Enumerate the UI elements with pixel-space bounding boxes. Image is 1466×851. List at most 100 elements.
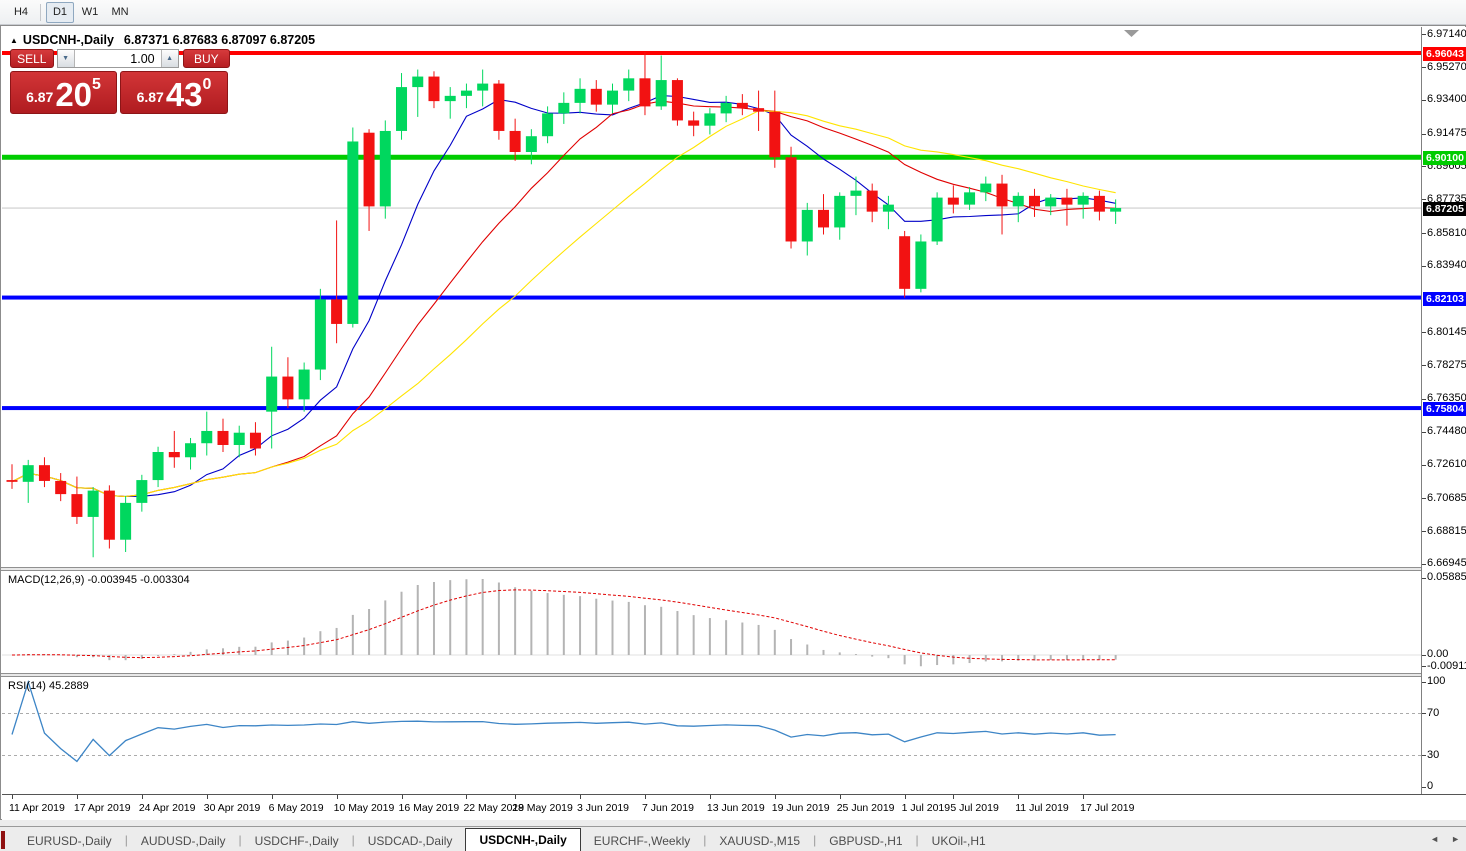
candle[interactable] (331, 299, 343, 324)
candle[interactable] (493, 83, 505, 131)
candle[interactable] (1110, 207, 1122, 212)
candle[interactable] (1093, 195, 1105, 212)
time-axis[interactable]: 11 Apr 2019 17 Apr 2019 24 Apr 2019 30 Apr … (2, 794, 1466, 821)
candle[interactable] (217, 430, 229, 445)
price-chart[interactable] (2, 27, 1421, 567)
candle[interactable] (249, 432, 261, 449)
candle[interactable] (655, 80, 667, 107)
panel-divider[interactable] (1, 673, 1465, 677)
panel-divider[interactable] (1, 567, 1465, 571)
collapse-arrow-icon[interactable]: ▲ (10, 35, 18, 45)
candle[interactable] (379, 130, 391, 207)
candle[interactable] (542, 113, 554, 137)
candle[interactable] (899, 236, 911, 289)
candle[interactable] (314, 299, 326, 370)
rsi-panel[interactable]: RSI(14) 45.2889 (2, 677, 1421, 794)
candle[interactable] (444, 95, 456, 102)
candle[interactable] (525, 136, 537, 153)
buy-button[interactable]: BUY (182, 49, 230, 68)
scroll-left-icon[interactable]: ◄ (1430, 834, 1440, 844)
candle[interactable] (1028, 195, 1040, 207)
candle[interactable] (363, 132, 375, 207)
chart-tab-usdcnh-daily[interactable]: USDCNH-,Daily (465, 828, 581, 851)
candle[interactable] (233, 432, 245, 445)
candle[interactable] (704, 113, 716, 126)
candle[interactable] (931, 197, 943, 242)
candle[interactable] (509, 130, 521, 153)
candle[interactable] (915, 241, 927, 289)
chart-tab-ukoil-h1[interactable]: UKOil-,H1 (931, 834, 986, 848)
scroll-right-icon[interactable]: ► (1451, 834, 1460, 844)
candle[interactable] (412, 76, 424, 88)
candle[interactable] (607, 90, 619, 105)
candle[interactable] (671, 80, 683, 121)
candle[interactable] (120, 502, 132, 540)
candle[interactable] (753, 108, 765, 112)
volume-input[interactable] (74, 50, 161, 67)
candle[interactable] (71, 494, 83, 517)
candle[interactable] (688, 120, 700, 126)
candle[interactable] (834, 195, 846, 228)
candle[interactable] (201, 430, 213, 444)
candle[interactable] (136, 480, 148, 503)
chart-tab-usdchf-daily[interactable]: USDCHF-,Daily (254, 834, 339, 848)
buy-price-button[interactable]: 6.87 43 0 (120, 71, 228, 114)
horizontal-level-line-2[interactable] (2, 295, 1421, 300)
chart-tab-eurchf-weekly[interactable]: EURCHF-,Weekly (593, 834, 691, 848)
candle[interactable] (947, 197, 959, 205)
horizontal-level-line-3[interactable] (2, 406, 1421, 411)
candle[interactable] (769, 111, 781, 158)
macd-chart[interactable] (2, 571, 1421, 673)
chart-tab-gbpusd-h1[interactable]: GBPUSD-,H1 (829, 834, 903, 848)
candle[interactable] (801, 209, 813, 242)
candle[interactable] (152, 452, 164, 481)
candle[interactable] (103, 490, 115, 540)
candle[interactable] (282, 376, 294, 400)
candle[interactable] (720, 102, 732, 114)
candle[interactable] (996, 183, 1008, 207)
volume-decrease-icon[interactable]: ▼ (57, 50, 75, 67)
sell-button[interactable]: SELL (10, 49, 54, 68)
horizontal-level-line-0[interactable] (2, 51, 1421, 55)
timeframe-button-d1[interactable]: D1 (46, 1, 74, 23)
candle[interactable] (882, 204, 894, 212)
timeframe-button-h4[interactable]: H4 (13, 6, 29, 18)
candle[interactable] (866, 190, 878, 212)
horizontal-level-line-1[interactable] (2, 154, 1421, 160)
candle[interactable] (736, 102, 748, 109)
candle[interactable] (396, 87, 408, 131)
candle[interactable] (1045, 197, 1057, 207)
candle[interactable] (980, 183, 992, 193)
candle[interactable] (1077, 195, 1089, 205)
chart-shift-marker-icon[interactable] (1124, 30, 1139, 37)
candle[interactable] (477, 83, 489, 91)
rsi-chart[interactable] (2, 677, 1421, 794)
price-axis[interactable]: 6.97140 6.95270 6.93400 6.91475 6.89605 6.877… (1421, 27, 1466, 794)
chart-tab-eurusd-daily[interactable]: EURUSD-,Daily (27, 834, 112, 848)
candle[interactable] (87, 490, 99, 517)
candle[interactable] (22, 465, 34, 482)
candle[interactable] (1061, 197, 1073, 205)
candle[interactable] (850, 190, 862, 196)
candle[interactable] (590, 88, 602, 105)
candle[interactable] (6, 480, 18, 482)
chart-tab-usdcad-daily[interactable]: USDCAD-,Daily (367, 834, 453, 848)
candle[interactable] (38, 465, 50, 481)
candle[interactable] (818, 209, 829, 228)
candle[interactable] (298, 369, 310, 400)
main-chart-panel[interactable]: ▲ USDCNH-,Daily 6.87371 6.87683 6.87097 … (2, 27, 1421, 567)
candle[interactable] (785, 157, 797, 242)
timeframe-button-w1[interactable]: W1 (81, 6, 99, 18)
candle[interactable] (460, 90, 472, 96)
candle[interactable] (964, 192, 976, 205)
sell-price-button[interactable]: 6.87 20 5 (10, 71, 117, 114)
candle[interactable] (428, 76, 440, 102)
candle[interactable] (574, 88, 586, 103)
macd-panel[interactable]: MACD(12,26,9) -0.003945 -0.003304 (2, 571, 1421, 673)
candle[interactable] (558, 102, 570, 114)
candle[interactable] (55, 480, 67, 495)
candle[interactable] (168, 452, 180, 458)
candle[interactable] (623, 78, 635, 91)
candle[interactable] (1012, 195, 1024, 207)
candle[interactable] (347, 141, 359, 324)
